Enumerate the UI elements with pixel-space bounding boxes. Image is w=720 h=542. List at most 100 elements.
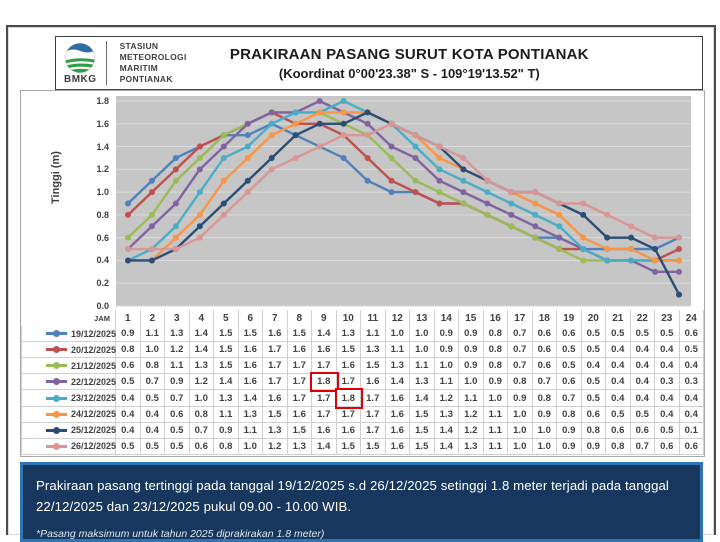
table-value-cell: 0.3 [679, 374, 704, 391]
table-value-cell: 0.6 [581, 406, 606, 423]
table-value-cell: 0.4 [606, 342, 631, 359]
table-value-cell: 0.8 [581, 422, 606, 439]
table-value-cell: 1.5 [336, 438, 361, 455]
tide-line-chart [116, 96, 691, 307]
table-value-cell: 1.2 [459, 406, 484, 423]
chart-marker [556, 234, 563, 241]
table-value-cell: 1.4 [410, 390, 435, 407]
table-value-cell: 1.5 [214, 358, 239, 375]
table-value-cell: 0.6 [532, 358, 557, 375]
chart-marker [148, 257, 155, 264]
table-value-cell: 1.6 [385, 438, 410, 455]
table-value-cell: 0.5 [606, 406, 631, 423]
table-value-cell: 1.3 [214, 390, 239, 407]
chart-marker [388, 120, 395, 127]
table-value-cell: 1.6 [361, 374, 386, 391]
chart-marker [604, 246, 611, 253]
table-value-cell: 1.0 [508, 438, 533, 455]
table-legend-cell: 26/12/2025 [21, 438, 116, 455]
table-value-cell: 0.6 [655, 438, 680, 455]
table-value-cell: 0.4 [116, 406, 141, 423]
table-value-cell: 1.6 [238, 358, 263, 375]
table-value-cell: 1.3 [385, 358, 410, 375]
table-legend-cell: 19/12/2025 [21, 326, 116, 343]
table-value-cell: 1.0 [140, 342, 165, 359]
table-value-cell: 1.1 [483, 438, 508, 455]
chart-marker [412, 189, 419, 196]
table-legend-cell: 20/12/2025 [21, 342, 116, 359]
header: BMKG STASIUN METEOROLOGI MARITIM PONTIAN… [55, 36, 703, 90]
chart-marker [652, 257, 659, 264]
chart-marker [244, 177, 251, 184]
table-value-cell: 0.4 [630, 390, 655, 407]
chart-marker [460, 200, 467, 207]
table-value-cell: 0.9 [434, 342, 459, 359]
y-axis-tick: 1.8 [96, 96, 109, 106]
table-value-cell: 1.3 [238, 406, 263, 423]
table-value-cell: 1.0 [238, 438, 263, 455]
table-value-cell: 1.0 [385, 326, 410, 343]
table-value-cell: 0.7 [140, 374, 165, 391]
table-value-cell: 0.5 [116, 438, 141, 455]
chart-marker [460, 154, 467, 161]
table-value-cell: 0.8 [557, 406, 582, 423]
table-value-cell: 1.0 [508, 422, 533, 439]
table-value-cell: 0.8 [483, 358, 508, 375]
hour-header: 13 [410, 310, 435, 327]
table-value-cell: 1.0 [459, 374, 484, 391]
table-value-cell: 0.6 [557, 326, 582, 343]
table-value-cell: 0.7 [165, 390, 190, 407]
table-value-cell: 1.1 [385, 342, 410, 359]
table-value-cell: 1.5 [287, 326, 312, 343]
chart-line [127, 122, 680, 251]
table-value-cell: 0.6 [532, 342, 557, 359]
chart-marker [148, 189, 155, 196]
table-corner-jam-label: JAM [21, 310, 116, 327]
table-value-cell: 1.6 [287, 406, 312, 423]
table-value-cell: 0.4 [679, 406, 704, 423]
chart-marker [244, 154, 251, 161]
chart-marker [676, 234, 683, 241]
chart-marker [124, 246, 131, 253]
table-value-cell: 1.1 [361, 326, 386, 343]
table-value-cell: 1.0 [483, 390, 508, 407]
table-value-cell: 1.1 [483, 422, 508, 439]
table-value-cell: 0.7 [508, 342, 533, 359]
y-axis-tick: 0.0 [96, 301, 109, 311]
table-value-cell: 0.9 [165, 374, 190, 391]
table-value-cell: 1.7 [361, 406, 386, 423]
hour-header: 12 [385, 310, 410, 327]
chart-marker [292, 132, 299, 139]
chart-marker [268, 109, 275, 116]
chart-marker [532, 200, 539, 207]
chart-marker [364, 132, 371, 139]
table-value-cell: 0.6 [189, 438, 214, 455]
chart-marker [628, 246, 635, 253]
table-value-cell: 1.2 [263, 438, 288, 455]
chart-marker [316, 98, 323, 104]
hour-header: 21 [606, 310, 631, 327]
y-axis-tick: 1.4 [96, 141, 109, 152]
chart-marker [244, 132, 251, 139]
table-value-cell: 1.1 [214, 406, 239, 423]
chart-marker [172, 223, 179, 230]
y-axis-tick: 0.6 [96, 232, 109, 243]
chart-marker [340, 132, 347, 139]
table-value-cell: 0.4 [679, 390, 704, 407]
table-value-cell: 0.4 [140, 406, 165, 423]
chart-marker [196, 234, 203, 241]
table-value-cell: 1.6 [312, 422, 337, 439]
chart-marker [652, 246, 659, 253]
y-axis-tick: 0.4 [96, 255, 109, 266]
date-label: 23/12/2025 [71, 393, 117, 404]
table-value-cell: 1.7 [287, 374, 312, 391]
chart-marker [364, 120, 371, 127]
table-value-cell: 1.6 [287, 342, 312, 359]
bmkg-logo: BMKG [64, 42, 97, 85]
table-value-cell: 0.6 [630, 422, 655, 439]
hour-header: 23 [655, 310, 680, 327]
table-value-cell: 1.3 [410, 374, 435, 391]
page-title: PRAKIRAAN PASANG SURUT KOTA PONTIANAK [229, 45, 589, 63]
table-value-cell: 1.0 [532, 422, 557, 439]
chart-marker [556, 223, 563, 230]
